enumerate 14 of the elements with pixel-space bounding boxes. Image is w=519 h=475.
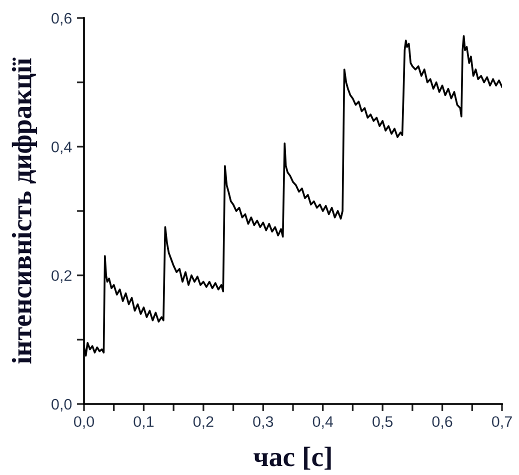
y-tick-label: 0,0 (52, 398, 72, 412)
x-axis-title: час [с] (254, 446, 331, 470)
x-tick-label: 0,3 (253, 416, 274, 429)
x-tick-label: 0,6 (432, 416, 452, 429)
y-tick-label: 0,4 (52, 142, 72, 154)
y-axis-title: інтенсивність дифракції (12, 58, 38, 364)
y-tick-label: 0,2 (52, 270, 72, 283)
x-tick-label: 0,7 (492, 416, 512, 429)
x-tick-label: 0,5 (372, 416, 393, 429)
x-tick-label: 0,4 (312, 416, 334, 429)
x-tick-label: 0,2 (193, 416, 214, 429)
x-tick-label: 0,0 (74, 416, 94, 429)
x-tick-label: 0,1 (134, 416, 154, 429)
y-tick-label: 0,6 (52, 12, 72, 26)
